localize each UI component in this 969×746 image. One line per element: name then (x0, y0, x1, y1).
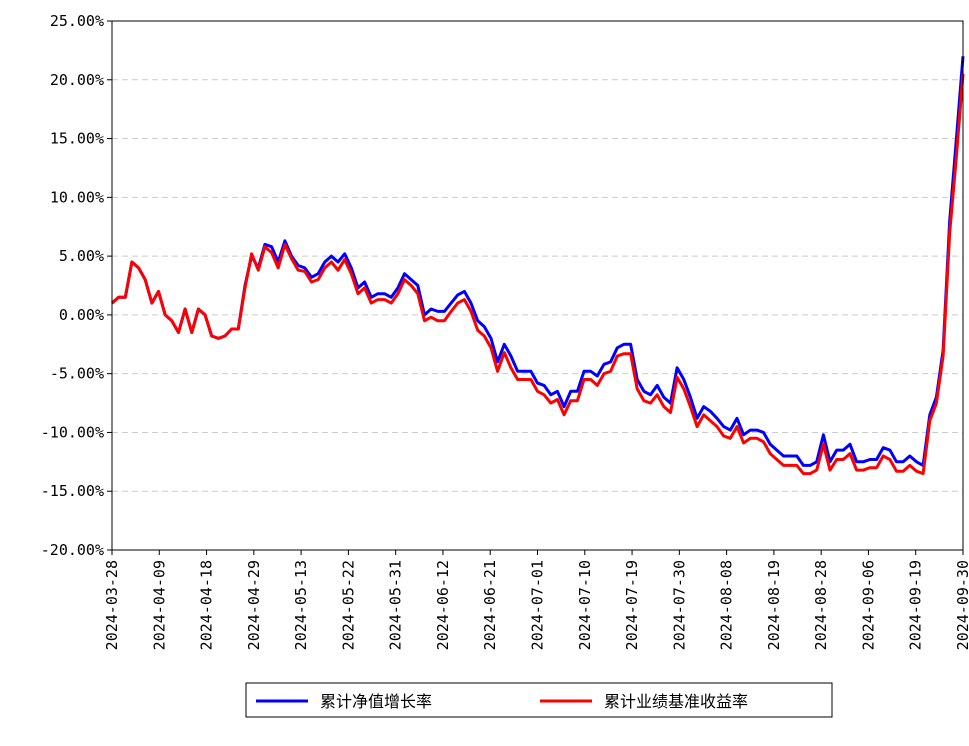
x-tick-label: 2024-09-19 (907, 560, 925, 650)
gridlines (112, 79, 963, 492)
x-tick-label: 2024-05-22 (339, 560, 357, 650)
y-tick-label: 15.00% (50, 130, 104, 148)
x-tick-label: 2024-06-12 (434, 560, 452, 650)
y-tick-label: 25.00% (50, 12, 104, 30)
x-tick-label: 2024-03-28 (103, 560, 121, 650)
y-axis: -20.00% -15.00% -10.00% -5.00% 0.00% 5.00% 10.… (41, 12, 112, 559)
x-tick-label: 2024-07-19 (623, 560, 641, 650)
y-tick-label: -10.00% (41, 423, 104, 441)
x-tick-label: 2024-07-30 (670, 560, 688, 650)
y-tick-label: 5.00% (59, 247, 104, 265)
x-tick-label: 2024-05-31 (387, 560, 405, 650)
plot-frame (111, 20, 964, 551)
x-tick-label: 2024-07-10 (576, 560, 594, 650)
y-tick-label: 20.00% (50, 71, 104, 89)
x-tick-label: 2024-06-21 (481, 560, 499, 650)
x-tick-label: 2024-09-06 (859, 560, 877, 650)
series-line-benchmark (111, 73, 965, 476)
x-tick-label: 2024-05-13 (292, 560, 310, 650)
x-tick-label: 2024-09-30 (954, 560, 969, 650)
y-tick-label: 10.00% (50, 188, 104, 206)
legend-label-benchmark: 累计业绩基准收益率 (604, 692, 748, 711)
x-tick-label: 2024-07-01 (529, 560, 547, 650)
y-tick-label: -20.00% (41, 541, 104, 559)
x-axis: 2024-03-28 2024-04-09 2024-04-18 2024-04-29… (103, 550, 969, 650)
x-tick-label: 2024-08-19 (765, 560, 783, 650)
y-tick-label: 0.00% (59, 306, 104, 324)
x-tick-label: 2024-04-18 (198, 560, 216, 650)
series-line-nav (111, 56, 965, 467)
x-tick-label: 2024-08-28 (812, 560, 830, 650)
legend-box (245, 682, 833, 718)
series-lines (111, 56, 965, 476)
x-tick-label: 2024-04-29 (245, 560, 263, 650)
legend-label-nav: 累计净值增长率 (320, 692, 432, 711)
legend: 累计净值增长率 累计业绩基准收益率 (245, 682, 833, 718)
y-tick-label: -15.00% (41, 482, 104, 500)
x-tick-label: 2024-08-08 (718, 560, 736, 650)
y-tick-label: -5.00% (50, 365, 104, 383)
x-tick-label: 2024-04-09 (150, 560, 168, 650)
